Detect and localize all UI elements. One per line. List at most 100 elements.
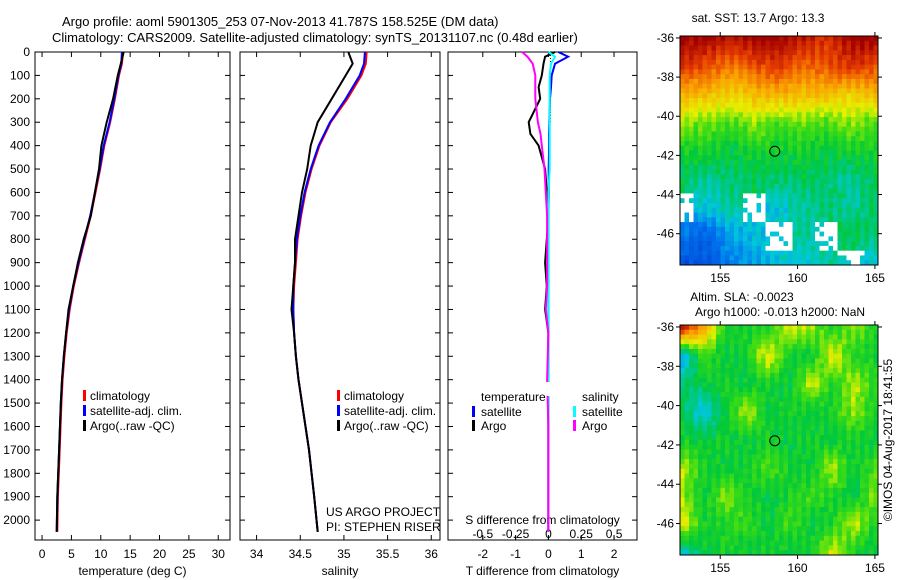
map-cell [702, 382, 708, 388]
map-cell [806, 540, 811, 546]
map-cell [833, 473, 838, 479]
imos-timestamp: ©IMOS 04-Aug-2017 18:41:55 [881, 359, 895, 522]
map-cell [734, 420, 739, 427]
map-cell [734, 550, 739, 556]
map-cell [689, 325, 694, 331]
map-cell [698, 121, 703, 128]
map-cell [801, 255, 807, 261]
map-cell [747, 83, 753, 89]
map-cell [819, 392, 825, 398]
map-cell [734, 483, 739, 489]
map-cell [738, 372, 744, 379]
map-cell [752, 78, 757, 85]
map-cell [684, 45, 690, 51]
map-cell [725, 40, 730, 47]
map-cell [720, 463, 726, 470]
map-cell [743, 202, 748, 209]
map-cell [684, 511, 690, 518]
map-cell [711, 387, 717, 393]
map-cell [860, 497, 865, 503]
map-cell [815, 112, 820, 118]
map-cell [729, 188, 735, 194]
map-cell [743, 140, 748, 147]
legend-swatch-t-satellite [472, 406, 475, 417]
map-cell [792, 535, 798, 542]
map-cell [806, 207, 811, 214]
map-cell [842, 521, 847, 527]
map-cell [680, 449, 685, 455]
map-cell [837, 226, 843, 233]
map-cell [815, 212, 820, 218]
map-cell [846, 511, 852, 518]
map-cell [716, 231, 721, 237]
map-cell [779, 260, 784, 266]
map-cell [716, 207, 721, 214]
map-cell [837, 339, 843, 345]
map-cell [725, 358, 730, 364]
map-cell [824, 241, 829, 247]
map-cell [788, 468, 793, 475]
map-cell [684, 401, 690, 407]
map-cell [689, 198, 694, 204]
map-cell [693, 207, 699, 214]
map-cell [747, 449, 753, 455]
legend-heading-temperature: temperature [481, 390, 546, 404]
map-cell [819, 420, 825, 427]
map-cell [824, 507, 829, 513]
map-cell [819, 179, 825, 185]
map-cell [819, 339, 825, 345]
map-cell [725, 102, 730, 109]
map-cell [761, 535, 766, 542]
map-cell [824, 55, 829, 61]
map-cell [774, 449, 780, 455]
map-cell [729, 454, 735, 460]
map-cell [873, 454, 879, 460]
map-cell [833, 363, 838, 369]
map-cell [851, 540, 856, 546]
map-cell [747, 411, 753, 417]
map-cell [693, 121, 699, 128]
map-cell [788, 531, 793, 537]
map-cell [846, 463, 852, 470]
map-cell [842, 88, 847, 94]
map-cell [711, 497, 717, 503]
map-cell [824, 334, 829, 340]
map-cell [770, 131, 775, 137]
map-cell [689, 241, 694, 247]
map-cell [824, 260, 829, 266]
map-cell [851, 69, 856, 75]
map-cell [743, 50, 748, 56]
map-cell [747, 155, 753, 161]
map-cell [788, 334, 793, 340]
map-cell [693, 169, 699, 175]
map-cell [779, 160, 784, 166]
map-cell [761, 40, 766, 47]
map-cell [707, 126, 712, 132]
map-cell [846, 392, 852, 398]
map-cell [774, 245, 780, 252]
map-cell [774, 454, 780, 460]
map-cell [842, 169, 847, 175]
map-cell [729, 255, 735, 261]
map-cell [738, 88, 744, 94]
map-cell [761, 478, 766, 484]
map-cell [693, 45, 699, 51]
map-cell [824, 64, 829, 70]
map-cell [851, 107, 856, 113]
map-cell [806, 406, 811, 412]
map-cell [743, 255, 748, 261]
map-cell [770, 473, 775, 479]
map-cell [810, 174, 816, 180]
map-cell [725, 463, 730, 470]
map-cell [743, 260, 748, 266]
map-cell [725, 126, 730, 132]
map-cell [815, 344, 820, 350]
map-cell [873, 468, 879, 475]
map-cell [833, 487, 838, 494]
map-cell [788, 526, 793, 532]
map-cell [729, 55, 735, 61]
map-cell [837, 550, 843, 556]
map-cell [855, 98, 861, 104]
map-cell [770, 420, 775, 427]
map-cell [828, 45, 834, 51]
